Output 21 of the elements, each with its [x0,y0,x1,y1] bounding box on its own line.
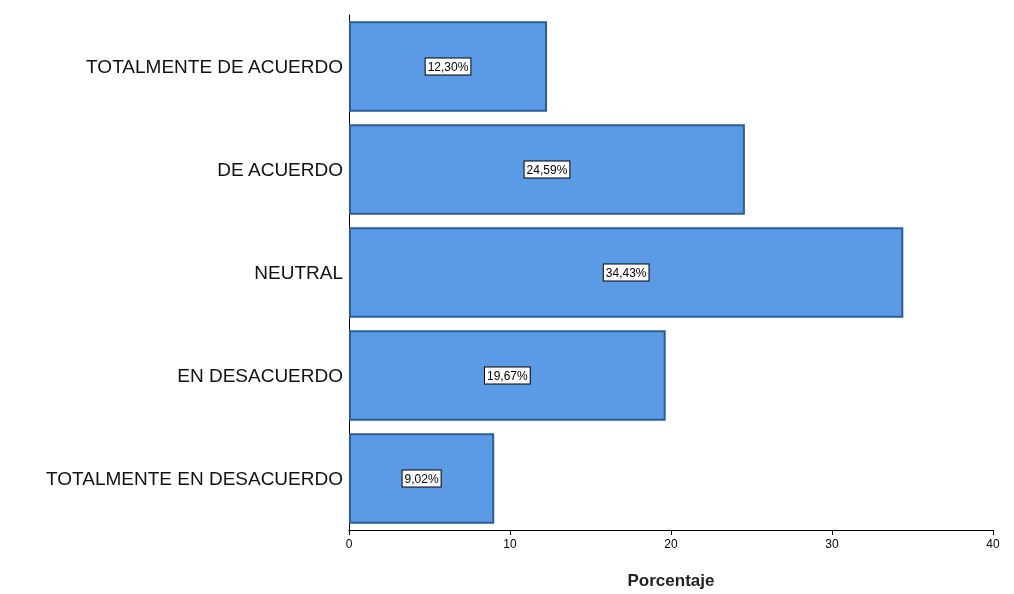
x-tick-label: 10 [503,537,517,551]
data-label: 9,02% [404,471,439,486]
bar [349,21,548,112]
bar [349,433,495,524]
data-label: 12,30% [427,59,469,74]
y-tick-label: TOTALMENTE DE ACUERDO [86,56,343,77]
data-label: 34,43% [605,265,647,280]
y-tick-label: EN DESACUERDO [177,365,343,386]
y-tick-label: NEUTRAL [254,262,343,283]
y-tick-label: TOTALMENTE EN DESACUERDO [45,468,343,489]
data-label: 19,67% [486,368,529,383]
data-label: 24,59% [526,162,568,177]
bar [349,227,904,318]
x-tick-label: 40 [986,537,1000,551]
x-tick-label: 30 [825,537,839,551]
y-tick-label: DE ACUERDO [217,159,343,180]
bar [349,124,745,215]
bar [349,330,666,421]
x-tick-label: 0 [345,537,353,551]
x-tick-label: 20 [664,537,678,551]
x-axis-title: Porcentaje [627,571,715,590]
